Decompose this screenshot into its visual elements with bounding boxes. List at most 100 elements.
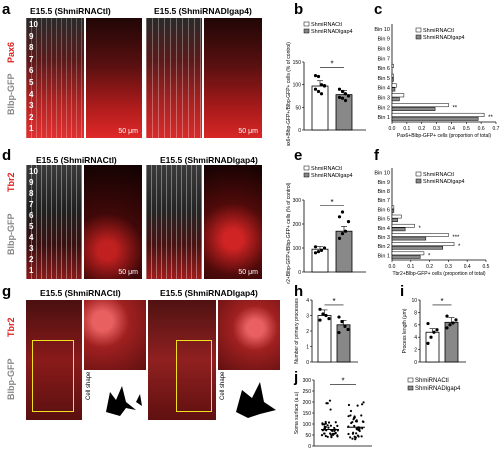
panel-a-bin-8: 8 (29, 43, 34, 53)
b-bar-0 (311, 85, 329, 131)
b-point-1-3 (346, 94, 351, 98)
f-star-9: * (428, 253, 431, 259)
h-point-1-4 (337, 330, 341, 335)
c-bar-1-8 (391, 107, 436, 111)
j-point-1-28 (355, 428, 359, 431)
c-category-0: Bin 10 (374, 27, 390, 33)
e-point-1-2 (343, 229, 348, 233)
h-ylabel: Number of primary processes (294, 298, 300, 364)
f-legend-swatch-1 (415, 178, 422, 184)
i-ylabel: Process length (μm) (402, 308, 408, 353)
panel-a-header-ctl: E15.5 (ShmiRNACtl) (30, 6, 111, 16)
f-bar-1-4 (391, 209, 395, 213)
c-legend-swatch-1 (415, 34, 422, 40)
j-point-1-20 (349, 414, 352, 417)
panel-d-bin-9: 9 (29, 178, 34, 187)
c-xtick-label-0: 0.0 (389, 126, 396, 132)
i-ytick-label-5: 10 (411, 298, 417, 304)
f-xtick-label-5: 0.5 (483, 264, 490, 270)
b-ytick-label-0: 0 (298, 128, 301, 134)
panel-g-image-kd-overview (148, 300, 216, 420)
f-xtick-label-2: 0.2 (426, 264, 433, 270)
panel-label-e: e (294, 147, 303, 164)
panel-d-bin-2: 2 (29, 255, 34, 264)
h-point-1-0 (337, 315, 341, 319)
i-point-1-4 (445, 314, 449, 318)
b-point-0-6 (319, 92, 324, 96)
e-ylabel: Tbr2+Blbp-GFP+/Blbp-GFP+ cells (% of con… (286, 182, 292, 284)
j-point-1-44 (356, 434, 360, 437)
panel-d-bin-5: 5 (29, 222, 34, 231)
j-ylabel: Soma surface (a.u) (294, 391, 300, 434)
c-bar-0-9 (391, 112, 485, 117)
b-ylabel: Pax6+Blbp-GFP+/Blbp-GFP+ cells (% of con… (286, 42, 292, 146)
panel-label-c: c (374, 1, 383, 18)
b-ytick-label-2: 100 (293, 83, 302, 89)
panel-g-image-kd-zoom (218, 300, 280, 370)
panel-d-sidelabel: Blbp-GFP (6, 213, 16, 256)
e-ytick-label-3: 300 (293, 198, 302, 204)
f-xtick-label-4: 0.4 (464, 264, 471, 270)
panel-label-i: i (400, 283, 405, 300)
e-legend-1: ShmiRNADlgap4 (311, 173, 353, 179)
j-point-1-21 (350, 421, 353, 425)
i-point-0-4 (426, 321, 430, 326)
j-point-0-42 (333, 432, 336, 435)
f-category-8: Bin 2 (377, 244, 390, 250)
panel-a-header-kd: E15.5 (ShmiRNADlgap4) (154, 6, 252, 16)
c-bar-1-6 (391, 87, 396, 92)
e-point-0-4 (313, 245, 318, 249)
e-point-1-4 (337, 215, 342, 219)
c-bar-0-4 (391, 63, 394, 68)
panel-a-image-kd-red: 50 μm (204, 18, 262, 138)
panel-a-bin-4: 4 (29, 89, 34, 99)
j-legend-0: ShmiRNACtl (415, 378, 449, 384)
panel-g-sidelabel: Blbp-GFP (6, 358, 16, 401)
f-bar-0-4 (391, 205, 395, 210)
panel-a-bin-2: 2 (29, 112, 34, 122)
panel-a-bin-9: 9 (29, 31, 34, 41)
i-point-0-2 (432, 330, 436, 334)
j-point-1-16 (353, 424, 356, 428)
panel-d-image-kd-red: 50 μm (204, 165, 262, 279)
j-point-1-14 (360, 414, 363, 417)
c-category-8: Bin 2 (377, 105, 390, 111)
j-sig-star: * (341, 376, 344, 385)
i-ytick-label-3: 6 (414, 323, 417, 329)
b-point-0-1 (316, 74, 321, 79)
f-category-2: Bin 8 (377, 189, 390, 195)
j-point-0-44 (327, 426, 330, 429)
e-point-1-1 (340, 232, 345, 236)
f-bar-1-5 (391, 218, 398, 222)
c-category-1: Bin 9 (377, 37, 390, 43)
f-bar-1-6 (391, 227, 406, 232)
c-xtick-label-2: 0.2 (418, 126, 425, 132)
panel-d-scalebar-2: 50 μm (238, 269, 258, 276)
i-ytick-label-2: 4 (414, 335, 417, 341)
panel-a-scalebar-2: 50 μm (238, 128, 258, 135)
e-legend-swatch-1 (303, 172, 310, 178)
c-bar-0-7 (391, 93, 405, 98)
h-ytick-label-0: 0 (306, 360, 309, 366)
panel-d-bin-4: 4 (29, 233, 34, 242)
f-bar-0-5 (391, 214, 402, 219)
f-category-3: Bin 7 (377, 198, 390, 204)
j-point-0-26 (329, 424, 332, 427)
h-ytick-label-1: 1 (306, 345, 309, 351)
panel-a-bin-10: 10 (29, 20, 38, 29)
panel-a-image-ctl-merge (26, 18, 84, 138)
c-category-2: Bin 8 (377, 47, 390, 53)
panel-d-bin-1: 1 (29, 266, 34, 275)
j-point-0-27 (326, 435, 329, 438)
panel-a-image-kd-merge (146, 18, 202, 138)
panel-a-bin-7: 7 (29, 54, 34, 64)
b-point-1-6 (343, 98, 348, 103)
i-ytick-label-0: 0 (414, 360, 417, 366)
j-point-1-35 (360, 435, 363, 438)
panel-g-header-ctl: E15.5 (ShmiRNACtl) (40, 288, 121, 298)
j-point-0-30 (330, 435, 333, 439)
c-xtick-label-6: 0.6 (478, 126, 485, 132)
b-ytick-label-1: 50 (295, 105, 301, 111)
j-ytick-label-0: 0 (308, 444, 311, 450)
c-star-9: ** (488, 115, 493, 121)
